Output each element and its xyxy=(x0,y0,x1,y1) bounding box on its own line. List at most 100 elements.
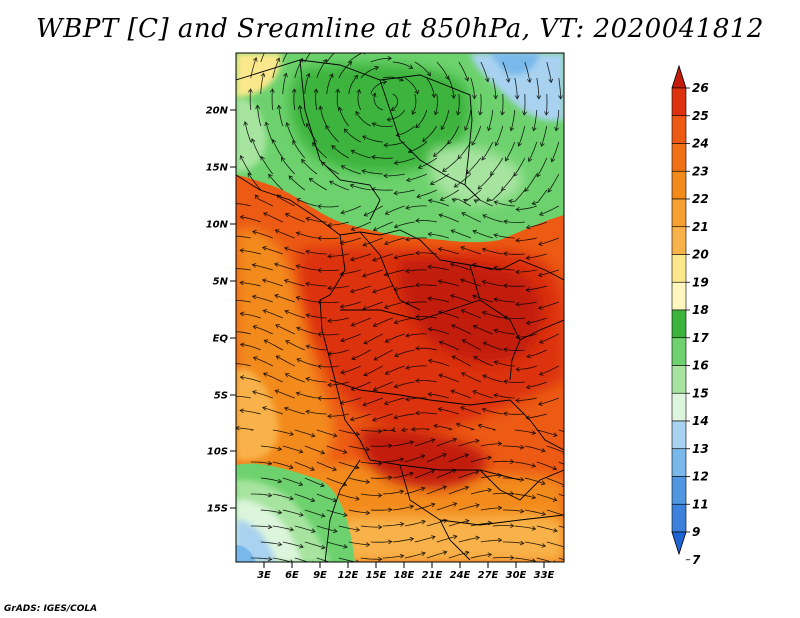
streamline xyxy=(284,407,305,415)
streamline-arrow xyxy=(322,58,328,64)
streamline xyxy=(250,461,272,465)
streamline-arrow xyxy=(575,562,579,566)
streamline xyxy=(478,424,496,431)
streamline-arrow xyxy=(239,214,245,220)
streamline xyxy=(438,374,459,383)
streamline-arrow xyxy=(297,104,303,110)
streamline xyxy=(392,61,413,69)
streamline-arrow xyxy=(262,246,267,251)
streamline-arrow xyxy=(475,503,480,508)
streamline xyxy=(340,205,361,214)
streamline xyxy=(539,333,559,344)
streamline xyxy=(458,537,480,543)
streamline-arrow xyxy=(384,338,390,343)
streamline xyxy=(524,61,531,83)
streamline xyxy=(448,486,469,495)
streamline xyxy=(526,221,547,228)
streamline-arrow xyxy=(350,226,356,232)
streamline xyxy=(440,189,460,201)
streamline xyxy=(447,125,460,145)
streamline xyxy=(440,109,450,130)
streamline xyxy=(394,221,415,228)
streamline-arrow xyxy=(349,416,355,422)
streamline xyxy=(240,410,261,415)
streamline xyxy=(370,509,392,511)
streamline-arrow xyxy=(417,164,423,169)
streamline xyxy=(457,93,460,115)
streamline xyxy=(382,76,404,82)
streamline xyxy=(436,535,458,543)
streamline xyxy=(340,237,361,244)
map-area xyxy=(236,53,579,566)
streamline xyxy=(328,221,349,226)
streamline-arrow xyxy=(339,271,345,277)
streamline xyxy=(538,301,559,309)
streamline-arrow xyxy=(387,55,393,61)
streamline xyxy=(305,314,327,319)
streamline xyxy=(415,284,437,287)
streamline-arrow xyxy=(260,72,266,78)
streamline-arrow xyxy=(463,198,468,204)
colorbar-segment xyxy=(671,448,687,477)
streamline-arrow xyxy=(487,487,493,493)
streamline-arrow xyxy=(343,512,348,518)
streamline-arrow xyxy=(378,556,383,562)
streamline xyxy=(528,141,538,162)
lat-label: 5N xyxy=(213,277,229,288)
streamline-arrow xyxy=(340,337,345,343)
streamline-arrow xyxy=(305,249,310,255)
streamline-arrow xyxy=(427,264,432,270)
streamline xyxy=(305,250,327,255)
streamline-arrow xyxy=(365,542,371,547)
streamline-arrow xyxy=(399,521,405,527)
streamline xyxy=(250,57,257,79)
streamline xyxy=(236,331,251,335)
streamline xyxy=(394,157,415,164)
colorbar-segment xyxy=(671,115,687,144)
streamline xyxy=(480,61,489,82)
streamline-arrow xyxy=(349,288,355,294)
streamline xyxy=(326,53,335,63)
colorbar-segment xyxy=(671,365,687,394)
field-west-light-orange xyxy=(236,369,279,460)
streamline-arrow xyxy=(393,383,399,389)
streamline xyxy=(513,157,526,177)
streamline-arrow xyxy=(327,318,332,324)
streamline-arrow xyxy=(525,224,531,230)
streamline-arrow xyxy=(538,401,543,406)
streamline-arrow xyxy=(503,283,508,289)
streamline xyxy=(474,199,493,207)
streamline-arrow xyxy=(288,175,294,180)
streamline xyxy=(285,373,305,383)
streamline-arrow xyxy=(285,121,290,127)
streamline-arrow xyxy=(239,408,244,414)
streamline xyxy=(362,397,383,406)
streamline-arrow xyxy=(298,449,304,454)
streamline xyxy=(250,557,272,560)
streamline-arrow xyxy=(283,72,288,78)
lon-label: 18E xyxy=(394,570,415,581)
streamline-arrow xyxy=(340,165,346,170)
streamline xyxy=(327,317,349,322)
streamline-arrow xyxy=(305,281,310,287)
streamline-arrow xyxy=(405,396,410,402)
streamline-arrow xyxy=(289,527,295,532)
streamline xyxy=(415,316,437,319)
colorbar-label: 21 xyxy=(692,220,709,234)
streamline xyxy=(305,410,327,415)
streamline xyxy=(317,205,339,208)
streamline xyxy=(351,317,371,326)
streamline xyxy=(281,157,296,175)
streamline xyxy=(533,109,538,131)
streamline-arrow xyxy=(277,478,283,484)
streamline-arrow xyxy=(399,457,405,462)
streamline xyxy=(428,298,449,303)
streamline-arrow xyxy=(421,551,426,557)
streamline xyxy=(373,317,393,327)
streamline-arrow xyxy=(261,278,267,283)
streamline xyxy=(236,203,251,207)
streamline xyxy=(240,376,261,383)
streamline xyxy=(327,253,349,257)
streamline xyxy=(240,282,261,287)
streamline xyxy=(306,217,327,223)
